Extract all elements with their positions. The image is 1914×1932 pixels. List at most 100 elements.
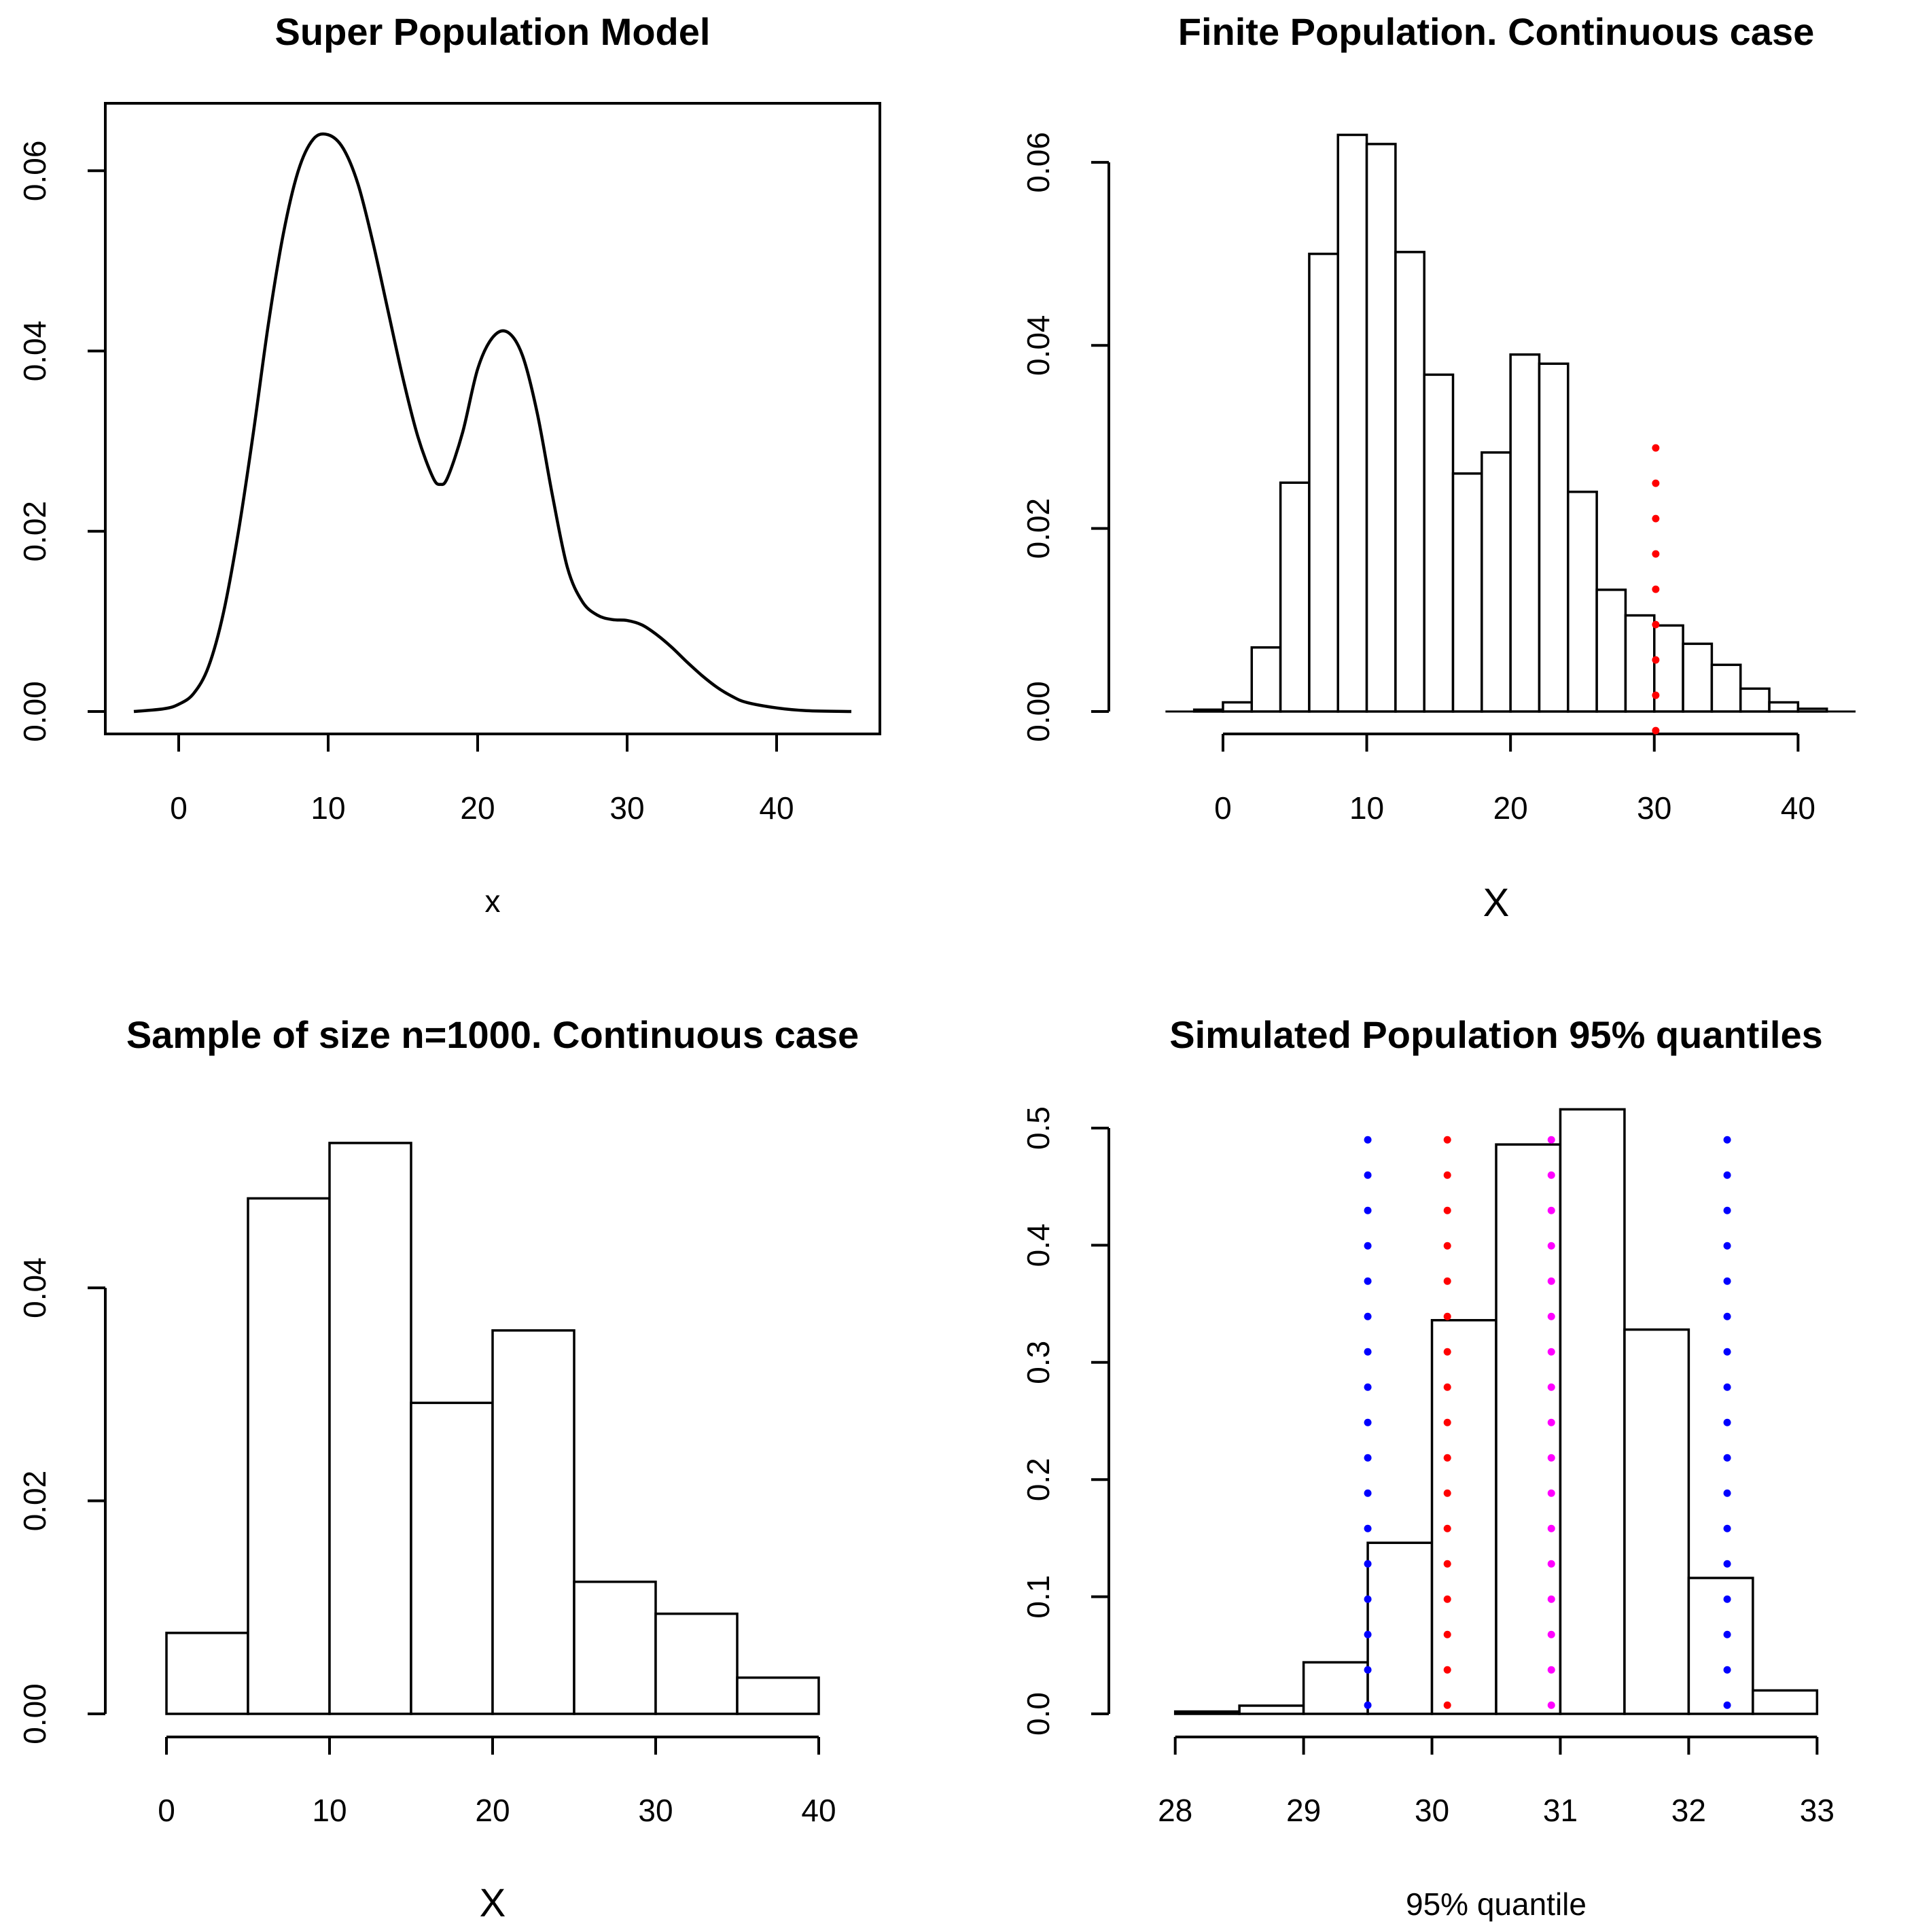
quantile-dot xyxy=(1547,1418,1555,1426)
y-tick-label: 0.04 xyxy=(17,1257,52,1318)
x-tick-label: 10 xyxy=(311,790,345,826)
histogram-bar xyxy=(1173,1710,1241,1715)
quantile-dot xyxy=(1364,1206,1372,1214)
quantile-dot xyxy=(1364,1312,1372,1320)
histogram-bar xyxy=(328,1142,412,1715)
quantile-dot xyxy=(1547,1136,1555,1144)
chart-title: Super Population Model xyxy=(275,10,711,53)
quantile-dot xyxy=(1723,1630,1731,1638)
x-axis-label: 95% quantile xyxy=(1406,1886,1587,1922)
x-tick-label: 30 xyxy=(1415,1793,1449,1828)
x-axis-label: X xyxy=(480,1881,506,1925)
y-tick-label: 0.04 xyxy=(1021,315,1056,376)
quantile-dot xyxy=(1652,550,1660,558)
quantile-dotted-line xyxy=(1652,444,1660,735)
quantile-dot xyxy=(1443,1136,1451,1144)
quantile-dot xyxy=(1723,1595,1731,1603)
quantile-dot xyxy=(1652,620,1660,629)
quantile-dot xyxy=(1723,1701,1731,1709)
y-tick-label: 0.3 xyxy=(1021,1341,1056,1384)
quantile-dot xyxy=(1364,1630,1372,1638)
quantile-dot xyxy=(1723,1560,1731,1568)
histogram-bar xyxy=(1365,143,1397,713)
x-tick-label: 20 xyxy=(460,790,495,826)
quantile-dot xyxy=(1364,1489,1372,1497)
quantile-dot xyxy=(1443,1242,1451,1250)
quantile-dot xyxy=(1364,1524,1372,1532)
histogram-bar xyxy=(1481,451,1512,713)
y-tick-label: 0.00 xyxy=(1021,681,1056,742)
histogram-bar xyxy=(1250,646,1282,713)
axes: 0 10 20 30 40 0.00 0.02 0.04 xyxy=(17,1257,836,1828)
x-tick-label: 0 xyxy=(158,1793,175,1828)
plot-area xyxy=(133,132,852,714)
quantile-dot xyxy=(1547,1206,1555,1214)
quantile-dot xyxy=(1443,1312,1451,1320)
quantile-dot xyxy=(1652,726,1660,735)
x-tick-label: 32 xyxy=(1671,1793,1706,1828)
quantile-dot xyxy=(1723,1489,1731,1497)
quantile-dot xyxy=(1364,1595,1372,1603)
quantile-dot xyxy=(1364,1171,1372,1179)
x-tick-label: 0 xyxy=(1214,790,1232,826)
quantile-dot xyxy=(1443,1666,1451,1674)
quantile-dot xyxy=(1443,1630,1451,1638)
histogram-bar xyxy=(1559,1108,1626,1715)
histogram-bar xyxy=(1394,251,1425,713)
x-tick-label: 40 xyxy=(1781,790,1815,826)
histogram-bar xyxy=(654,1612,739,1715)
quantile-dotted-line xyxy=(1723,1136,1731,1709)
quantile-dot xyxy=(1364,1383,1372,1391)
panel-super-population: Super Population Model 0 10 20 30 40 0.00 0.02… xyxy=(17,10,881,919)
panel-simulated-quantiles: Simulated Population 95% quantiles 28 29 3… xyxy=(1021,1013,1835,1922)
histogram-bar xyxy=(1308,252,1339,713)
quantile-dot xyxy=(1364,1701,1372,1709)
y-tick-label: 0.00 xyxy=(17,1683,52,1744)
axes: 0 10 20 30 40 0.00 0.02 0.04 0.06 xyxy=(1021,132,1815,826)
histogram-bar xyxy=(1538,362,1570,713)
histogram-bar xyxy=(1366,1541,1434,1715)
y-tick-label: 0.2 xyxy=(1021,1458,1056,1501)
quantile-dot xyxy=(1723,1171,1731,1179)
histogram-bar xyxy=(1302,1661,1369,1715)
y-tick-label: 0.1 xyxy=(1021,1575,1056,1619)
quantile-dot xyxy=(1723,1136,1731,1144)
histogram-bar xyxy=(1192,708,1224,713)
quantile-dot xyxy=(1723,1418,1731,1426)
quantile-dot xyxy=(1364,1454,1372,1462)
quantile-dotted-line xyxy=(1547,1136,1555,1709)
histogram-bar xyxy=(1739,687,1771,713)
x-tick-label: 20 xyxy=(475,1793,510,1828)
histogram-bar xyxy=(1682,642,1714,713)
quantile-dot xyxy=(1547,1630,1555,1638)
quantile-dot xyxy=(1443,1418,1451,1426)
quantile-dot xyxy=(1547,1489,1555,1497)
x-axis-label: X xyxy=(1483,881,1510,925)
quantile-dot xyxy=(1652,479,1660,487)
quantile-dot xyxy=(1547,1383,1555,1391)
quantile-dot xyxy=(1547,1348,1555,1356)
quantile-dot xyxy=(1547,1277,1555,1285)
histogram-bar xyxy=(573,1580,657,1715)
x-tick-label: 31 xyxy=(1543,1793,1578,1828)
quantile-dotted-line xyxy=(1443,1136,1451,1709)
x-tick-label: 30 xyxy=(638,1793,673,1828)
x-tick-label: 40 xyxy=(759,790,794,826)
histogram-bar xyxy=(1595,589,1627,713)
histogram-bar xyxy=(1336,133,1368,713)
quantile-dot xyxy=(1723,1312,1731,1320)
histogram-bar xyxy=(1624,614,1656,713)
histogram-bar xyxy=(1623,1328,1690,1715)
quantile-dot xyxy=(1723,1524,1731,1532)
histogram-bar xyxy=(1495,1143,1562,1715)
quantile-dot xyxy=(1443,1348,1451,1356)
quantile-dot xyxy=(1443,1560,1451,1568)
y-tick-label: 0.00 xyxy=(17,681,52,742)
histogram-bar xyxy=(1796,707,1828,713)
quantile-dot xyxy=(1364,1560,1372,1568)
panel-finite-population: Finite Population. Continuous case 0 10 20… xyxy=(1021,10,1856,925)
axes: 0 10 20 30 40 0.00 0.02 0.04 0.06 xyxy=(17,102,881,826)
x-tick-label: 20 xyxy=(1493,790,1528,826)
plot-area xyxy=(1165,133,1856,735)
x-tick-label: 30 xyxy=(609,790,644,826)
